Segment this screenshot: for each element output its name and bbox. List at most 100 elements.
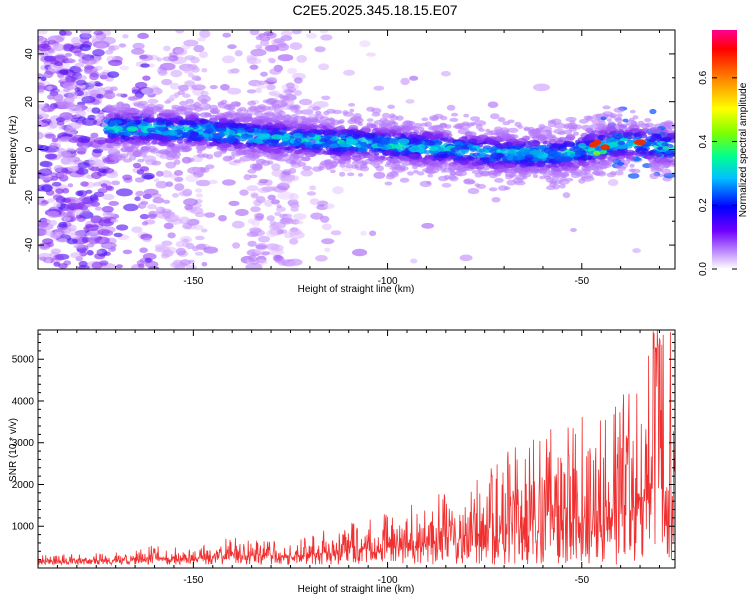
spectrogram-cell [184,204,194,211]
spectrogram-cell [84,70,92,75]
spectrogram-cell [185,264,197,269]
spectrogram-cell [221,55,235,64]
spectrogram-cell [75,79,87,86]
spectrogram-cell [152,197,165,204]
spectrogram-cell [323,110,330,116]
spectrogram-cell [606,126,616,132]
spectrogram-cell [145,108,155,115]
spectrogram-cell [401,161,411,166]
spectrogram-cell [292,141,300,147]
spectrogram-cell [38,50,45,57]
spectrogram-cell [255,35,262,41]
spectrogram-cell [606,118,612,122]
spectrogram-cell [248,255,257,263]
spectrogram-cell [179,145,189,150]
spectrogram-cell [255,118,265,125]
spectrogram-cell [89,72,99,81]
spectrogram-cell [75,147,87,154]
spectrogram-cell [55,99,67,106]
spectrogram-cell [332,109,343,115]
spectrogram-cell [79,30,92,35]
spectrogram-cell [409,75,419,81]
colorbar-tick-label: 0.0 [698,262,709,276]
spectrogram-cell [58,263,68,269]
figure-title: C2E5.2025.345.18.15.E07 [292,2,458,18]
spectrogram-cell [426,159,433,163]
spectrogram-cell [506,179,517,186]
spectrogram-cell [161,170,172,178]
spectrogram-cell [51,137,59,143]
spectrogram-cell [632,115,639,120]
spectrogram-cell [154,206,161,212]
spectrogram-cell [413,169,419,174]
spectrogram-cell [603,162,610,167]
spectrogram-cell [64,30,72,36]
spectrogram-cell [408,146,421,153]
spectrogram-cell [38,82,45,90]
spectrogram-x-tick-label: -50 [575,276,590,287]
spectrogram-cell [137,32,149,40]
spectrogram-cell [175,241,185,248]
spectrogram-cell [261,186,275,193]
spectrogram-cell [617,155,625,161]
spectrogram-cell [353,146,359,151]
spectrogram-cell [293,77,303,84]
spectrogram-cell [41,118,52,124]
spectrogram-cell [183,39,199,47]
spectrogram-heatmap [38,30,675,269]
spectrogram-cell [274,254,282,260]
spectrogram-cell [59,112,74,121]
spectrogram-cell [178,119,187,126]
spectrogram-cell [108,59,123,66]
spectrogram-cell [573,156,581,161]
spectrogram-cell [38,168,53,176]
spectrogram-cell [345,163,354,169]
spectrogram-cell [387,104,395,110]
spectrogram-cell [173,170,184,176]
spectrogram-cell [413,138,423,145]
spectrogram-cell [293,104,301,110]
spectrogram-cell [615,117,623,123]
spectrogram-cell [556,137,564,143]
spectrogram-cell [97,228,111,236]
spectrogram-cell [507,127,519,133]
spectrogram-cell [58,125,64,130]
spectrogram-cell [467,188,480,195]
spectrogram-cell [247,169,257,174]
spectrogram-cell [91,107,101,114]
spectrogram-cell [272,114,286,121]
spectrogram-cell [348,146,355,150]
spectrogram-cell [255,244,267,250]
spectrogram-cell [246,185,259,192]
spectrogram-cell [329,161,339,168]
spectrogram-cell [551,143,559,148]
spectrogram-cell [258,235,270,243]
spectrogram-cell [487,101,499,108]
spectrogram-cell [84,90,99,98]
spectrogram-cell [141,172,155,180]
spectrogram-cell [188,114,197,121]
spectrogram-cell [667,132,675,139]
spectrogram-cell [255,213,265,220]
spectrogram-cell [234,102,241,108]
spectrogram-cell [374,136,383,143]
spectrogram-cell [235,208,249,217]
spectrogram-cell [471,160,480,167]
spectrogram-cell [45,259,52,264]
spectrogram-cell [142,237,152,242]
spectrogram-cell [217,123,229,129]
colorbar-ticks: 0.0 0.2 0.4 0.6 [698,70,737,276]
spectrogram-cell [291,122,298,127]
spectrogram-cell [144,135,153,142]
spectrogram-cell [449,117,459,122]
spectrogram-cell [81,117,98,126]
spectrogram-cell [478,128,485,132]
spectrogram-cell [262,99,268,104]
spectrogram-cell [227,69,234,74]
spectrogram-cell [164,100,171,104]
spectrogram-cell [62,188,70,194]
spectrogram-cell [184,80,196,87]
spectrogram-cell [122,34,129,39]
spectrogram-cell [464,131,477,138]
spectrogram-cell [200,98,208,105]
